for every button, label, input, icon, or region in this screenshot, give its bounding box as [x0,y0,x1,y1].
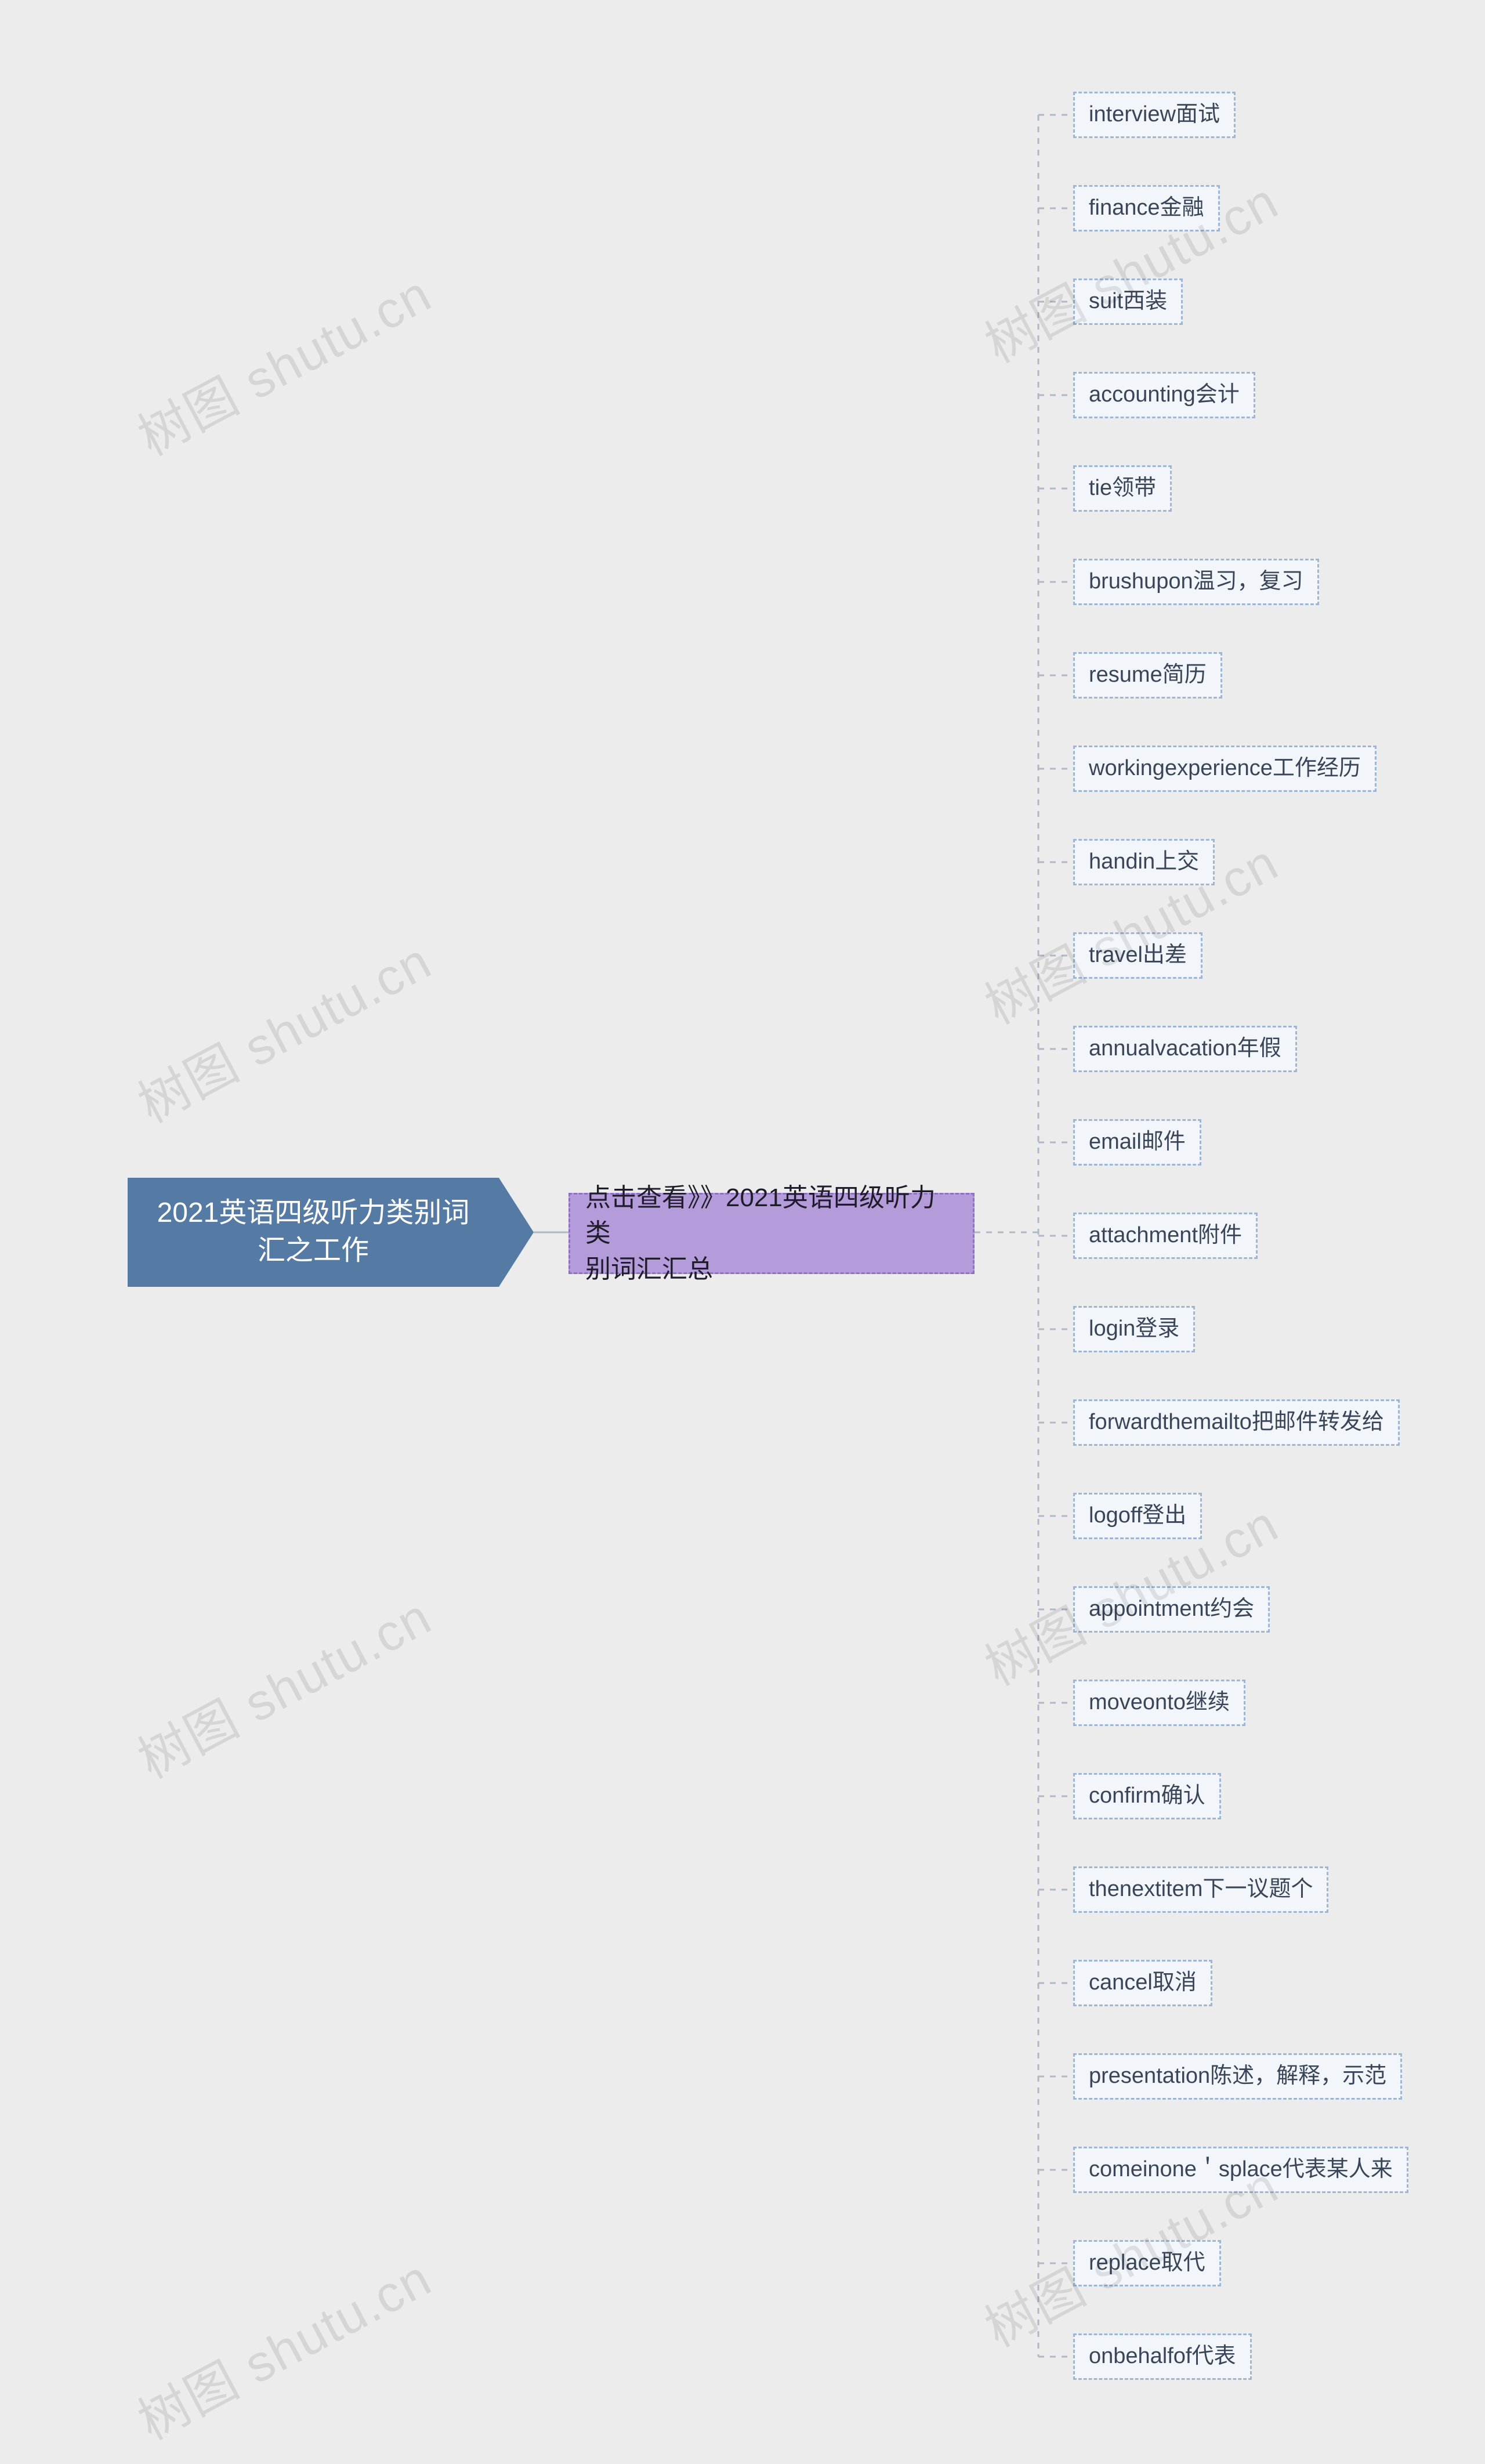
leaf-node[interactable]: annualvacation年假 [1073,1026,1297,1072]
leaf-label: suit西装 [1089,288,1167,315]
leaf-node[interactable]: interview面试 [1073,92,1236,138]
leaf-label: email邮件 [1089,1129,1186,1156]
leaf-label: login登录 [1089,1316,1179,1343]
leaf-label: resume简历 [1089,662,1207,689]
leaf-node[interactable]: logoff登出 [1073,1493,1202,1539]
leaf-label: comeinone＇splace代表某人来 [1089,2157,1393,2183]
root-label: 2021英语四级听力类别词 汇之工作 [157,1195,470,1270]
leaf-label: workingexperience工作经历 [1089,755,1361,782]
leaf-label: logoff登出 [1089,1503,1186,1529]
leaf-label: travel出差 [1089,942,1187,969]
leaf-label: accounting会计 [1089,382,1240,408]
leaf-node[interactable]: login登录 [1073,1306,1195,1352]
leaf-label: replace取代 [1089,2250,1205,2277]
leaf-label: tie领带 [1089,475,1156,502]
leaf-node[interactable]: replace取代 [1073,2240,1221,2286]
watermark: 树图 shutu.cn [124,2238,443,2454]
leaf-label: cancel取消 [1089,1970,1197,1996]
root-node[interactable]: 2021英语四级听力类别词 汇之工作 [128,1178,499,1287]
leaf-label: moveonto继续 [1089,1689,1230,1716]
leaf-node[interactable]: email邮件 [1073,1119,1201,1166]
leaf-node[interactable]: finance金融 [1073,185,1220,231]
leaf-node[interactable]: workingexperience工作经历 [1073,746,1377,792]
leaf-node[interactable]: attachment附件 [1073,1213,1258,1259]
leaf-label: interview面试 [1089,102,1220,128]
leaf-node[interactable]: appointment约会 [1073,1586,1270,1633]
leaf-label: finance金融 [1089,195,1204,222]
leaf-node[interactable]: forwardthemailto把邮件转发给 [1073,1399,1400,1446]
watermark: 树图 shutu.cn [124,1576,443,1793]
leaf-label: thenextitem下一议题个 [1089,1876,1313,1903]
leaf-label: appointment约会 [1089,1596,1254,1623]
leaf-label: attachment附件 [1089,1222,1242,1249]
watermark: 树图 shutu.cn [124,254,443,470]
root-node-arrow [499,1178,534,1287]
mid-node[interactable]: 点击查看》》2021英语四级听力类 别词汇汇总 [568,1193,975,1274]
mid-label: 点击查看》》2021英语四级听力类 别词汇汇总 [585,1180,958,1287]
leaf-label: onbehalfof代表 [1089,2343,1236,2370]
leaf-node[interactable]: travel出差 [1073,932,1203,979]
leaf-node[interactable]: handin上交 [1073,839,1215,885]
leaf-node[interactable]: comeinone＇splace代表某人来 [1073,2147,1408,2193]
leaf-label: annualvacation年假 [1089,1036,1281,1062]
leaf-node[interactable]: confirm确认 [1073,1773,1221,1819]
leaf-label: confirm确认 [1089,1783,1205,1810]
leaf-node[interactable]: resume简历 [1073,652,1222,699]
leaf-label: presentation陈述，解释，示范 [1089,2063,1386,2090]
mindmap-canvas: 2021英语四级听力类别词 汇之工作 点击查看》》2021英语四级听力类 别词汇… [0,0,1485,2464]
watermark: 树图 shutu.cn [124,921,443,1137]
leaf-node[interactable]: accounting会计 [1073,372,1255,418]
leaf-label: forwardthemailto把邮件转发给 [1089,1409,1384,1436]
leaf-node[interactable]: presentation陈述，解释，示范 [1073,2053,1402,2100]
leaf-node[interactable]: suit西装 [1073,278,1183,325]
leaf-label: handin上交 [1089,849,1199,875]
leaf-node[interactable]: cancel取消 [1073,1960,1212,2006]
leaf-node[interactable]: onbehalfof代表 [1073,2333,1252,2380]
leaf-node[interactable]: tie领带 [1073,465,1172,512]
leaf-node[interactable]: thenextitem下一议题个 [1073,1866,1328,1913]
leaf-node[interactable]: moveonto继续 [1073,1680,1245,1726]
leaf-node[interactable]: brushupon温习，复习 [1073,559,1319,605]
leaf-label: brushupon温习，复习 [1089,569,1303,595]
